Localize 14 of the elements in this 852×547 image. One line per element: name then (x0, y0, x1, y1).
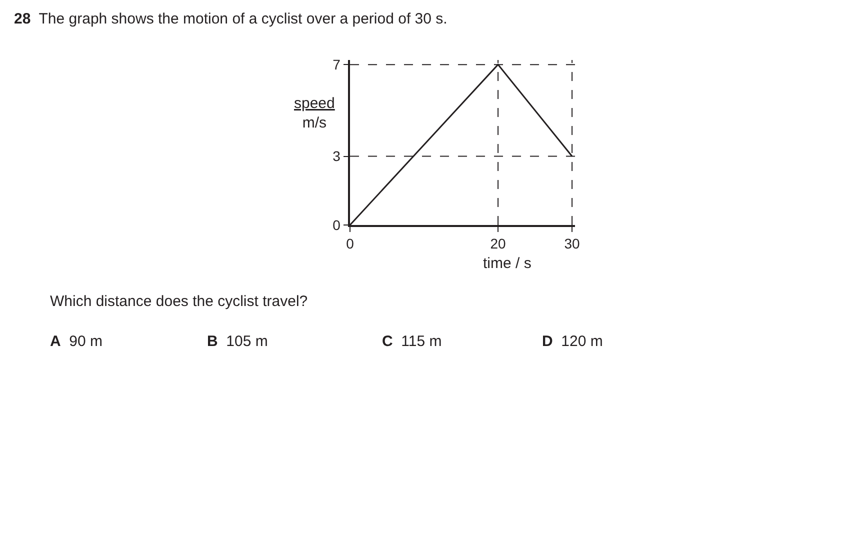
x-tick-label: 0 (346, 236, 354, 252)
y-tick-label: 0 (332, 216, 341, 233)
chart-title: 28 The graph shows the motion of a cyclist over a period of 30 s. (14, 10, 448, 28)
text: Which distance does the cyclist travel? (50, 293, 308, 310)
x-tick-label: 20 (490, 236, 506, 252)
text: B 105 m (207, 333, 268, 350)
x-tick-label: 30 (564, 236, 580, 252)
text: A 90 m (50, 333, 103, 350)
y-tick-label: 7 (332, 56, 341, 72)
text: C 115 m (382, 333, 442, 350)
y-tick-label: 3 (332, 148, 341, 164)
x-axis-title: time / s (483, 255, 532, 272)
y-axis-title: speed m/s (294, 95, 335, 132)
text: D 120 m (542, 333, 603, 350)
